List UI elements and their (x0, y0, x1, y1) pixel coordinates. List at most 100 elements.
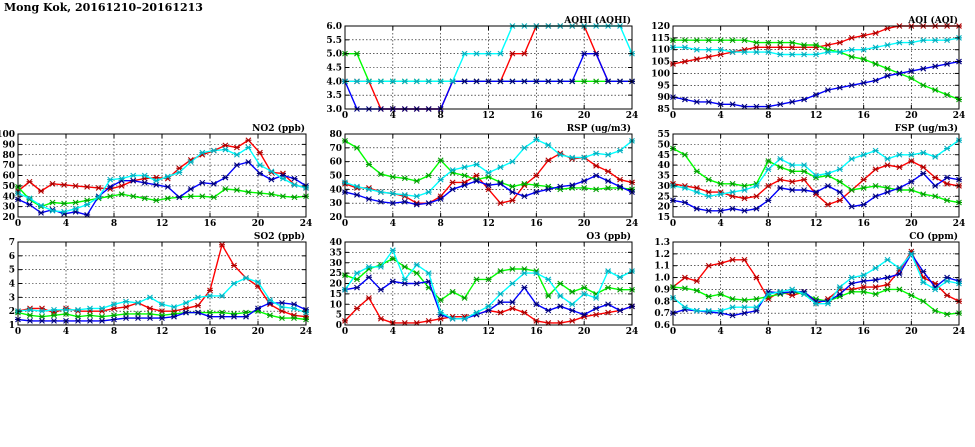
data-point (233, 144, 240, 151)
data-point (693, 287, 700, 294)
data-point (353, 191, 360, 198)
data-point (860, 32, 867, 39)
data-point (765, 166, 772, 173)
data-point (569, 317, 576, 324)
data-point (717, 207, 724, 214)
data-point (449, 179, 456, 186)
data-point (353, 78, 360, 85)
data-point (233, 162, 240, 169)
data-point (617, 274, 624, 281)
data-point (199, 193, 206, 200)
data-point (207, 313, 213, 320)
x-tick-label: 16 (857, 111, 870, 121)
data-point (401, 191, 408, 198)
data-point (401, 264, 408, 270)
data-point (581, 50, 588, 57)
data-point (741, 297, 748, 303)
data-point (72, 199, 79, 206)
data-point (872, 284, 879, 290)
data-point (593, 172, 600, 179)
data-point (557, 78, 564, 85)
data-point (99, 317, 105, 324)
data-point (123, 304, 129, 310)
data-point (497, 268, 504, 274)
data-point (884, 25, 891, 32)
data-point (920, 37, 927, 44)
data-point (401, 175, 408, 182)
data-point (896, 39, 903, 46)
data-point (210, 180, 217, 187)
data-point (789, 162, 796, 169)
data-point (497, 78, 504, 85)
data-point (896, 286, 903, 293)
data-point (753, 182, 760, 189)
data-point (896, 185, 903, 191)
data-point (147, 311, 153, 317)
data-point (617, 286, 624, 293)
data-point (729, 180, 736, 187)
data-point (884, 162, 891, 169)
y-tick-label: 4 (9, 280, 15, 290)
y-tick-label: 100 (0, 130, 15, 140)
y-tick-label: 40 (329, 185, 342, 195)
data-point (377, 315, 384, 322)
data-point (908, 39, 915, 46)
data-point (99, 305, 105, 312)
data-point (884, 274, 891, 281)
data-point (413, 78, 420, 85)
data-point (765, 197, 772, 204)
x-tick-label: 12 (810, 327, 823, 337)
data-point (509, 305, 516, 312)
data-point (222, 146, 229, 153)
data-point (389, 190, 396, 197)
data-point (693, 189, 700, 195)
data-point (107, 176, 114, 183)
data-point (729, 189, 736, 195)
data-point (509, 266, 516, 272)
data-point (896, 151, 903, 158)
data-point (593, 295, 600, 301)
data-point (789, 168, 796, 175)
data-point (497, 299, 504, 306)
data-point (693, 168, 700, 175)
data-point (944, 91, 951, 98)
data-point (681, 44, 688, 51)
data-point (932, 87, 939, 93)
data-point (617, 176, 624, 183)
data-point (765, 49, 772, 55)
data-point (99, 313, 105, 320)
x-tick-label: 12 (482, 327, 495, 337)
data-point (717, 260, 724, 267)
data-point (896, 271, 903, 277)
data-point (545, 276, 552, 283)
y-tick-label: 80 (329, 130, 342, 140)
data-point (765, 291, 772, 298)
data-point (872, 277, 879, 283)
y-tick-label: 5 (9, 266, 15, 276)
y-tick-label: 70 (329, 144, 342, 154)
data-point (63, 317, 69, 324)
data-point (693, 46, 700, 53)
data-point (860, 80, 867, 86)
y-tick-label: 90 (657, 93, 670, 103)
data-point (884, 156, 891, 162)
data-point (848, 187, 855, 193)
data-point (147, 305, 153, 312)
data-point (884, 256, 891, 263)
data-point (705, 293, 712, 300)
data-point (593, 78, 600, 85)
data-point (39, 313, 45, 320)
data-point (437, 297, 444, 303)
y-tick-label: 6 (9, 252, 15, 262)
data-point (461, 315, 468, 322)
data-point (729, 101, 736, 108)
data-point (27, 317, 33, 324)
data-point (509, 280, 516, 287)
data-point (729, 49, 736, 55)
data-point (533, 189, 540, 195)
x-tick-label: 24 (626, 327, 639, 337)
y-tick-label: 50 (2, 182, 15, 192)
data-point (95, 185, 102, 191)
